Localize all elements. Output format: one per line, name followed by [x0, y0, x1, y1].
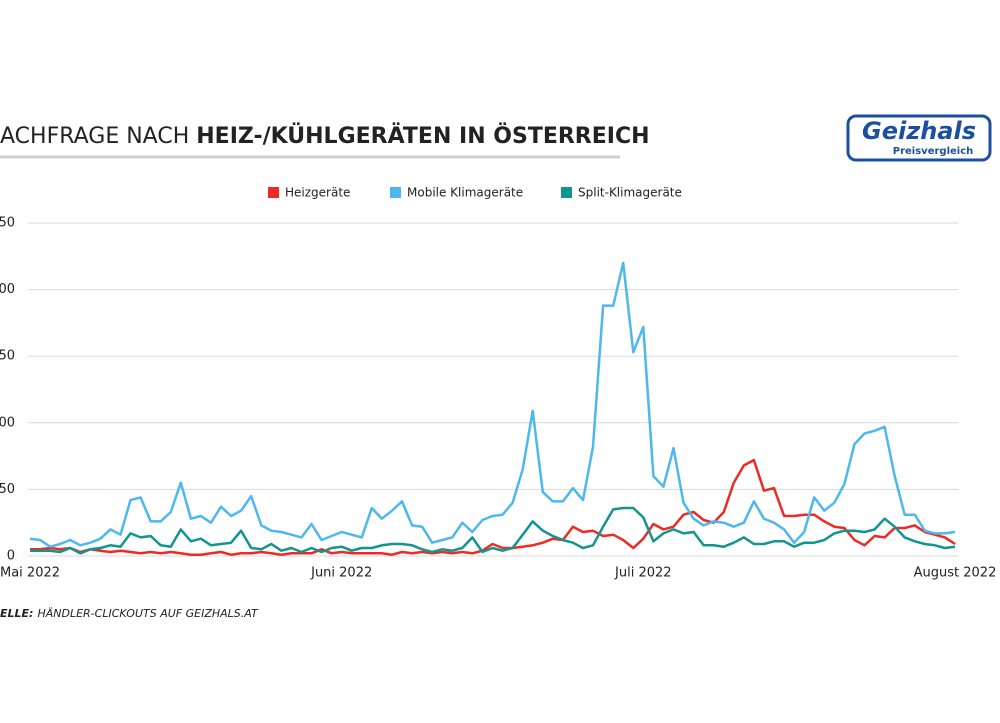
source-text: HÄNDLER-CLICKOUTS AUF GEIZHALS.AT [37, 607, 259, 620]
x-tick-label: August 2022 [914, 566, 997, 581]
legend-swatch [268, 187, 279, 198]
y-tick-label: 200 [0, 282, 15, 297]
x-tick-label: Juli 2022 [614, 566, 672, 581]
legend-label: Mobile Klimageräte [407, 186, 523, 200]
x-tick-label: Mai 2022 [0, 566, 60, 581]
logo: Geizhals Preisvergleich [846, 114, 992, 162]
y-tick-label: 250 [0, 216, 15, 231]
legend-label: Split-Klimageräte [578, 186, 682, 200]
line [30, 458, 956, 556]
y-tick-label: 150 [0, 349, 15, 364]
chart-title: ACHFRAGE NACH HEIZ-/KÜHLGERÄTEN IN ÖSTERR… [0, 123, 650, 149]
line [29, 261, 956, 548]
y-tick-label: 50 [0, 482, 15, 497]
title-bold: HEIZ-/KÜHLGERÄTEN IN ÖSTERREICH [196, 123, 649, 149]
legend-swatch [390, 187, 401, 198]
logo-frame [846, 114, 992, 162]
title-light: ACHFRAGE NACH [0, 124, 189, 149]
logo-sub: Preisvergleich [893, 146, 974, 157]
y-tick-label: 100 [0, 415, 15, 430]
logo-name: Geizhals [862, 117, 976, 145]
x-tick-label: Juni 2022 [310, 566, 372, 581]
line [30, 506, 956, 555]
legend-swatch [561, 187, 572, 198]
source: ELLE: HÄNDLER-CLICKOUTS AUF GEIZHALS.AT [0, 607, 259, 620]
source-label: ELLE: [0, 607, 33, 620]
legend-label: Heizgeräte [285, 186, 350, 200]
y-tick-label: 0 [7, 549, 15, 564]
